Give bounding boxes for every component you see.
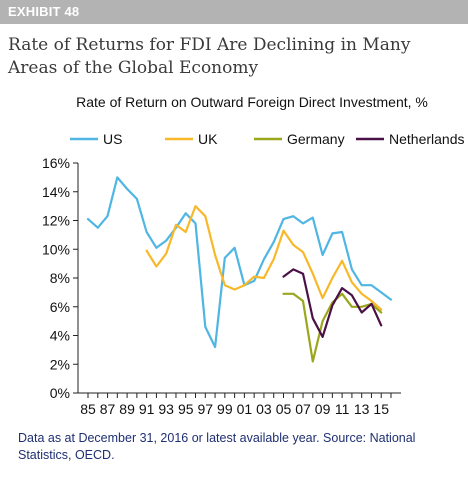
series-line-germany [282,292,383,363]
x-tick-label: 97 [198,401,214,417]
x-tick-label: 93 [158,401,174,417]
chart-title: Rate of Return on Outward Foreign Direct… [76,94,428,110]
exhibit-label: EXHIBIT 48 [8,4,80,19]
x-tick-label: 99 [217,401,233,417]
legend: US UK Germany Netherlands [70,131,465,147]
legend-label-us: US [103,131,122,147]
series-line-us [86,176,393,349]
x-ticks: 85 87 89 91 93 95 97 99 01 03 05 07 09 11 13 15 [80,393,392,417]
x-tick-label: 15 [373,401,389,417]
x-tick-label: 89 [119,401,135,417]
legend-label-germany: Germany [287,131,345,147]
y-tick-label: 10% [42,241,70,257]
x-tick-label: 01 [237,401,253,417]
source-note: Data as at December 31, 2016 or latest a… [18,431,416,462]
legend-label-uk: UK [198,131,218,147]
line-chart: Rate of Return on Outward Foreign Direct… [42,94,465,417]
x-tick-label: 11 [335,401,350,417]
y-tick-label: 12% [42,213,70,229]
y-tick-label: 6% [50,299,70,315]
series-lines [86,176,393,363]
y-tick-label: 0% [50,385,70,401]
y-tick-label: 2% [50,356,70,372]
axes [77,163,401,394]
legend-label-netherlands: Netherlands [389,131,465,147]
y-tick-label: 4% [50,328,70,344]
x-tick-label: 03 [256,401,272,417]
y-tick-label: 14% [42,184,70,200]
series-line-netherlands [282,268,383,338]
y-ticks: 0% 2% 4% 6% 8% 10% 12% 14% 16% [42,155,78,401]
y-tick-label: 8% [50,270,70,286]
x-tick-label: 13 [354,401,370,417]
headline: Rate of Returns for FDI Are Declining in… [8,35,411,78]
exhibit-header-bar: EXHIBIT 48 [0,0,468,24]
x-tick-label: 85 [80,401,96,417]
x-tick-label: 87 [100,401,116,417]
series-line-uk [145,205,383,311]
x-tick-label: 07 [295,401,311,417]
x-tick-label: 05 [276,401,292,417]
y-tick-label: 16% [42,155,70,171]
x-tick-label: 09 [315,401,331,417]
x-tick-label: 91 [139,401,155,417]
x-tick-label: 95 [178,401,194,417]
